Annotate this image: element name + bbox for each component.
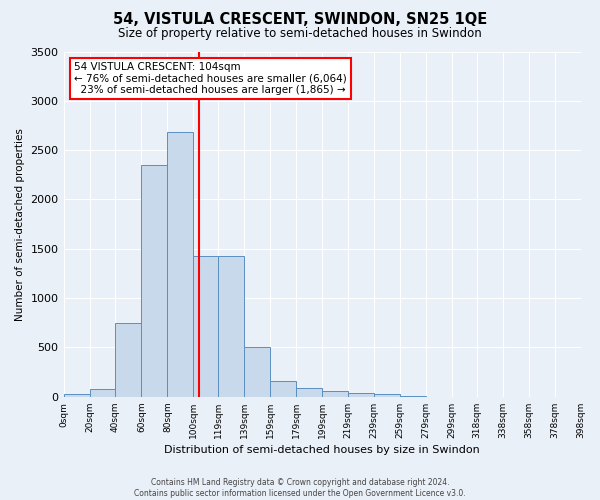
Text: 54, VISTULA CRESCENT, SWINDON, SN25 1QE: 54, VISTULA CRESCENT, SWINDON, SN25 1QE (113, 12, 487, 28)
Bar (89, 390, 115, 397)
Bar (244, 348, 270, 397)
Bar (167, 132, 193, 397)
Text: Contains HM Land Registry data © Crown copyright and database right 2024.
Contai: Contains HM Land Registry data © Crown c… (134, 478, 466, 498)
Bar (322, 391, 348, 397)
Bar (374, 394, 400, 397)
Bar (193, 256, 218, 397)
Text: Size of property relative to semi-detached houses in Swindon: Size of property relative to semi-detach… (118, 28, 482, 40)
Text: 54 VISTULA CRESCENT: 104sqm
← 76% of semi-detached houses are smaller (6,064)
  : 54 VISTULA CRESCENT: 104sqm ← 76% of sem… (74, 62, 347, 95)
Bar (296, 388, 322, 397)
Bar (270, 381, 296, 397)
Bar (218, 256, 244, 397)
Bar (64, 394, 89, 397)
Bar (348, 393, 374, 397)
X-axis label: Distribution of semi-detached houses by size in Swindon: Distribution of semi-detached houses by … (164, 445, 480, 455)
Y-axis label: Number of semi-detached properties: Number of semi-detached properties (15, 128, 25, 320)
Bar (142, 165, 167, 397)
Bar (115, 323, 142, 397)
